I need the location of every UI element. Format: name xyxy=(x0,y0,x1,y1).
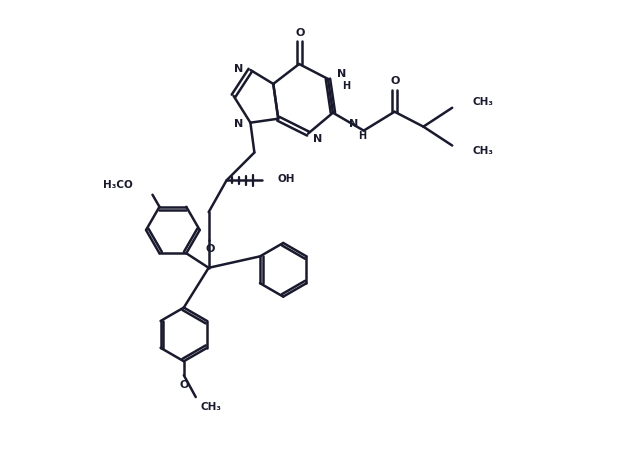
Text: H: H xyxy=(342,81,350,91)
Text: N: N xyxy=(337,69,346,79)
Text: N: N xyxy=(349,118,358,129)
Text: H: H xyxy=(358,131,366,141)
Text: N: N xyxy=(234,118,243,129)
Text: CH₃: CH₃ xyxy=(472,97,493,107)
Text: OH: OH xyxy=(277,174,295,184)
Text: CH₃: CH₃ xyxy=(201,402,221,412)
Text: N: N xyxy=(234,64,243,74)
Text: N: N xyxy=(313,133,323,143)
Text: O: O xyxy=(296,28,305,38)
Text: O: O xyxy=(206,244,215,254)
Text: CH₃: CH₃ xyxy=(472,147,493,157)
Text: O: O xyxy=(179,380,189,390)
Text: O: O xyxy=(391,76,400,86)
Text: H₃CO: H₃CO xyxy=(103,180,132,190)
